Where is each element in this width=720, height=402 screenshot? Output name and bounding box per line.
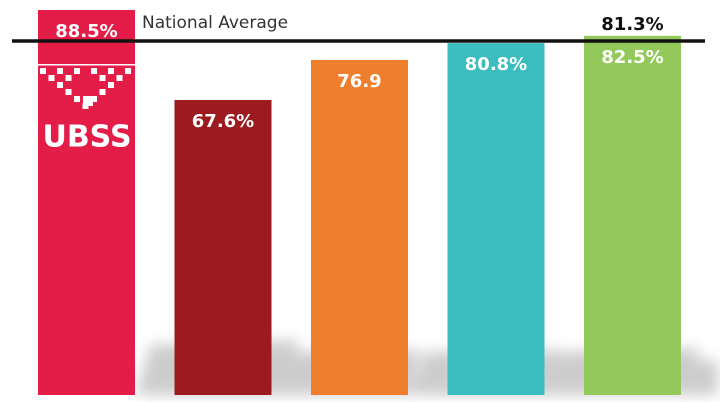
logo-cell — [99, 89, 106, 95]
logo-block — [83, 96, 93, 106]
logo-text: UBSS — [42, 120, 131, 155]
value-label: 67.6% — [192, 111, 254, 132]
logo-cell — [91, 68, 97, 74]
logo-cell — [74, 96, 80, 102]
logo-cell — [108, 68, 114, 74]
logo-cell — [57, 68, 63, 74]
logo-cell — [99, 75, 106, 81]
logo-cell — [40, 68, 46, 74]
value-label: 80.8% — [465, 54, 527, 75]
logo-cell — [116, 75, 123, 81]
bar — [584, 35, 681, 396]
value-label: 82.5% — [601, 47, 663, 68]
logo-cell — [65, 89, 72, 95]
bar — [174, 99, 272, 396]
logo-cell — [48, 75, 55, 81]
logo-cell — [65, 75, 72, 81]
logo-cell — [74, 68, 80, 74]
reference-label: National Average — [142, 13, 288, 33]
value-label: 76.9 — [337, 71, 381, 92]
value-label: 88.5% — [55, 21, 117, 42]
bar — [38, 10, 135, 395]
logo-pattern — [38, 64, 135, 109]
logo-cell — [125, 68, 131, 74]
logo-cell — [57, 82, 63, 88]
logo-cell — [91, 96, 97, 102]
bar — [447, 43, 545, 396]
logo-rule — [38, 64, 135, 66]
logo-cell — [108, 82, 114, 88]
reference-value-label: 81.3% — [601, 14, 663, 35]
bar — [311, 59, 408, 395]
